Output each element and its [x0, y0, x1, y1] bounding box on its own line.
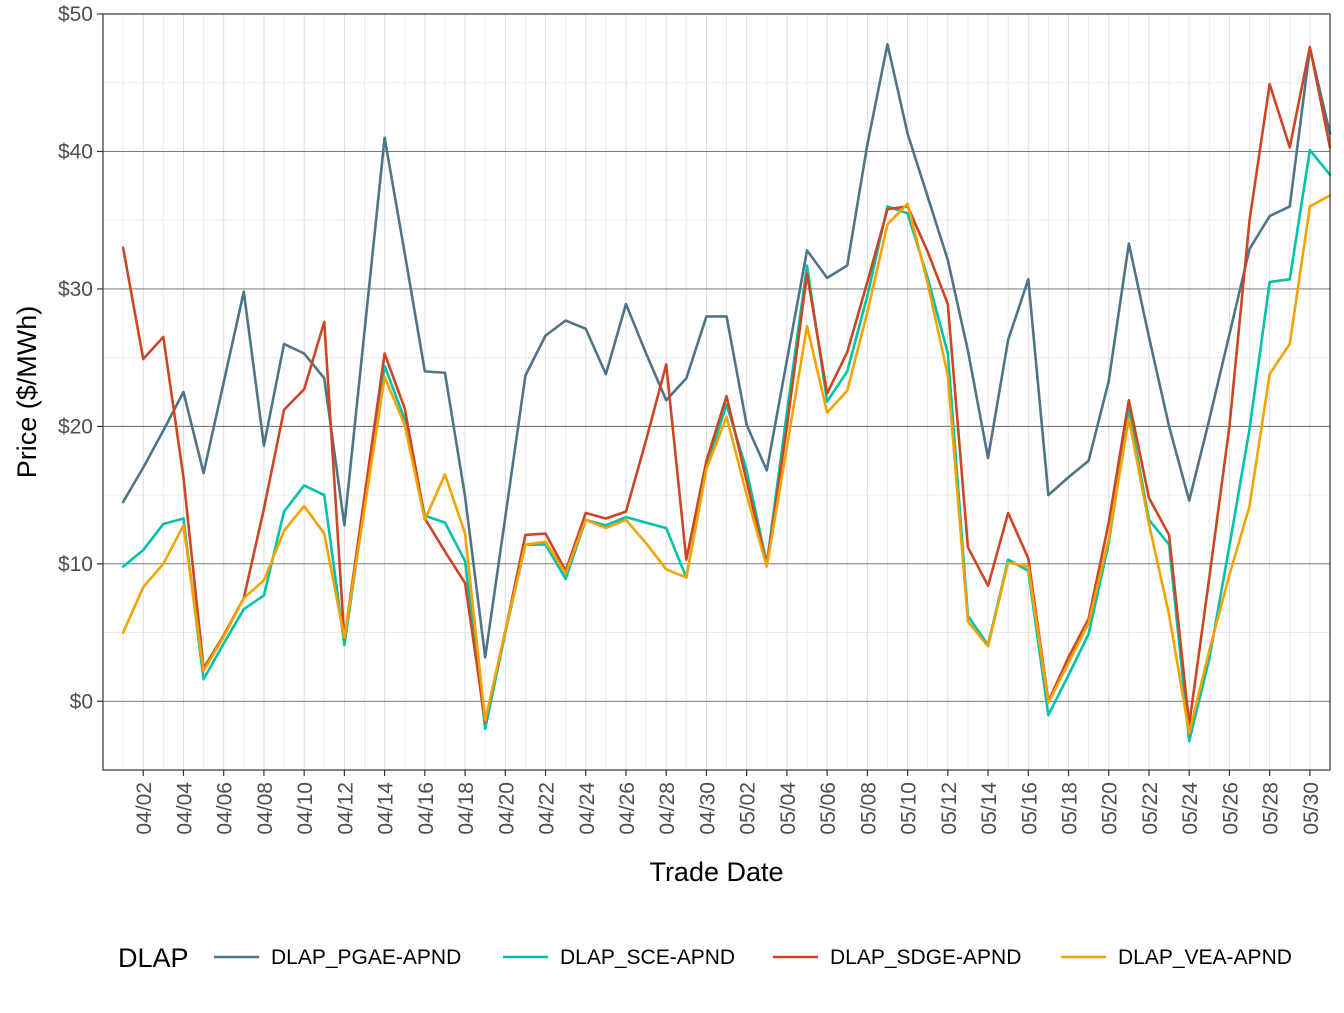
series-line-dlap_vea-apnd — [121, 194, 1332, 735]
x-tick-label: 05/22 — [1139, 782, 1162, 835]
x-tick-label: 04/18 — [455, 782, 478, 835]
x-tick-label: 05/20 — [1099, 782, 1122, 835]
plot-border — [102, 13, 1331, 771]
y-axis: $0 $10 $20 $30 $40 $50 — [58, 3, 103, 713]
x-tick-label: 04/10 — [294, 782, 317, 835]
x-tick-label: 04/06 — [214, 782, 237, 835]
y-tick-label: $0 — [70, 690, 93, 713]
series-lines — [121, 42, 1332, 743]
series-line-dlap_pgae-apnd — [121, 42, 1332, 659]
x-tick-label: 05/06 — [817, 782, 840, 835]
x-tick-label: 04/24 — [576, 782, 599, 835]
series-line-dlap_sdge-apnd — [121, 45, 1332, 726]
x-tick-label: 05/18 — [1059, 782, 1082, 835]
x-tick-label: 05/26 — [1219, 782, 1242, 835]
x-tick-label: 04/12 — [334, 782, 357, 835]
x-tick-label: 05/30 — [1300, 782, 1323, 835]
x-tick-label: 05/10 — [898, 782, 921, 835]
x-tick-label: 05/16 — [1018, 782, 1041, 835]
legend-label-dlap_pgae-apnd: DLAP_PGAE-APND — [271, 946, 461, 969]
legend-title: DLAP — [118, 943, 189, 973]
x-tick-label: 04/14 — [375, 782, 398, 835]
legend-label-dlap_vea-apnd: DLAP_VEA-APND — [1118, 946, 1292, 969]
legend: DLAP DLAP_PGAE-APND DLAP_SCE-APND DLAP_SDG… — [118, 943, 1292, 973]
y-axis-title: Price ($/MWh) — [12, 306, 42, 479]
x-tick-label: 04/04 — [173, 782, 196, 835]
x-tick-label: 05/14 — [978, 782, 1001, 835]
x-tick-label: 04/26 — [616, 782, 639, 835]
x-tick-label: 05/02 — [737, 782, 760, 835]
y-tick-label: $30 — [58, 278, 93, 301]
y-tick-label: $10 — [58, 553, 93, 576]
grid — [103, 13, 1331, 771]
x-tick-label: 05/04 — [777, 782, 800, 835]
x-tick-label: 04/08 — [254, 782, 277, 835]
x-tick-label: 04/30 — [696, 782, 719, 835]
x-tick-label: 04/02 — [133, 782, 156, 835]
x-axis-title: Trade Date — [649, 857, 783, 887]
legend-label-dlap_sdge-apnd: DLAP_SDGE-APND — [830, 946, 1021, 969]
x-tick-label: 04/28 — [656, 782, 679, 835]
y-tick-label: $40 — [58, 140, 93, 163]
x-tick-label: 05/08 — [857, 782, 880, 835]
x-axis: 04/02 04/04 04/06 04/08 04/10 04/12 04/14 04/16… — [133, 770, 1323, 835]
x-tick-label: 05/28 — [1260, 782, 1283, 835]
x-tick-label: 05/12 — [938, 782, 961, 835]
legend-label-dlap_sce-apnd: DLAP_SCE-APND — [560, 946, 735, 969]
series-line-dlap_sce-apnd — [121, 148, 1332, 743]
x-tick-label: 04/16 — [415, 782, 438, 835]
y-tick-label: $20 — [58, 415, 93, 438]
x-tick-label: 04/20 — [495, 782, 518, 835]
x-tick-label: 04/22 — [536, 782, 559, 835]
y-tick-label: $50 — [58, 3, 93, 26]
x-tick-label: 05/24 — [1179, 782, 1202, 835]
